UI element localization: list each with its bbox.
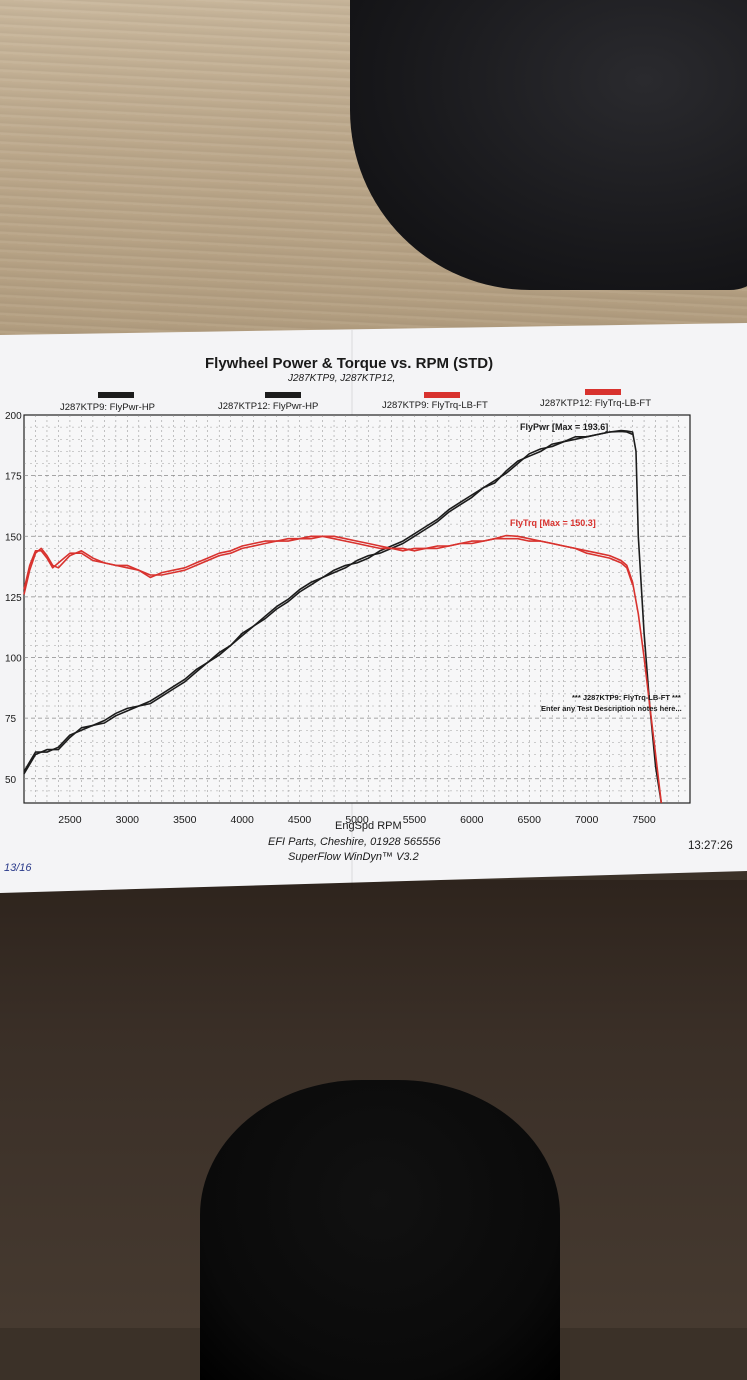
dyno-chart: 200 175 150 125 100 75 50 2500 3000 3500 4000 4500 5… <box>5 411 691 826</box>
x-tick-label-0: 2500 <box>58 814 82 826</box>
x-tick-label-7: 6000 <box>460 814 484 826</box>
legend-swatch-2 <box>424 392 460 398</box>
legend-label-1: J287KTP12: FlyPwr-HP <box>218 401 319 412</box>
legend-label-2: J287KTP9: FlyTrq-LB-FT <box>382 400 488 411</box>
y-tick-label-2: 150 <box>5 532 22 543</box>
x-tick-label-3: 4000 <box>230 814 254 826</box>
x-tick-label-8: 6500 <box>518 814 542 826</box>
y-tick-label-1: 175 <box>5 472 22 483</box>
x-tick-label-6: 5500 <box>403 814 427 826</box>
plot-area <box>23 414 691 804</box>
x-tick-label-5: 5000 <box>345 814 369 826</box>
dark-cloth <box>350 0 747 290</box>
footer-software: SuperFlow WinDyn™ V3.2 <box>288 851 419 863</box>
test-note-line2: Enter any Test Description notes here... <box>541 704 682 713</box>
test-note-line1: *** J287KTP9: FlyTrq-LB-FT *** <box>572 693 681 702</box>
x-axis-title: EngSpd RPM <box>335 820 402 832</box>
series-line-3 <box>23 535 634 590</box>
y-tick-label-6: 50 <box>5 775 17 786</box>
chart-title: Flywheel Power & Torque vs. RPM (STD) <box>205 355 494 372</box>
chart-subtitle: J287KTP9, J287KTP12, <box>288 373 396 384</box>
x-tick-label-10: 7500 <box>632 814 656 826</box>
y-tick-label-3: 125 <box>5 593 22 604</box>
x-tick-label-9: 7000 <box>575 814 599 826</box>
x-tick-label-4: 4500 <box>288 814 312 826</box>
series-line-1 <box>23 430 633 772</box>
legend-swatch-0 <box>98 392 134 398</box>
footer-shop: EFI Parts, Cheshire, 01928 565556 <box>268 836 441 848</box>
footer-date: 13/16 <box>4 862 32 874</box>
legend-label-3: J287KTP12: FlyTrq-LB-FT <box>540 398 652 409</box>
y-tick-label-5: 75 <box>5 714 17 725</box>
x-tick-label-1: 3000 <box>116 814 140 826</box>
legend-swatch-3 <box>585 389 621 395</box>
y-tick-label-4: 100 <box>5 654 22 665</box>
torque-max-label: FlyTrq [Max = 150.3] <box>510 518 596 528</box>
power-max-label: FlyPwr [Max = 193.6] <box>520 422 608 432</box>
x-tick-label-2: 3500 <box>173 814 197 826</box>
legend-label-0: J287KTP9: FlyPwr-HP <box>60 402 156 413</box>
y-tick-label-0: 200 <box>5 411 22 422</box>
legend-swatch-1 <box>265 392 301 398</box>
footer-time: 13:27:26 <box>688 840 733 852</box>
